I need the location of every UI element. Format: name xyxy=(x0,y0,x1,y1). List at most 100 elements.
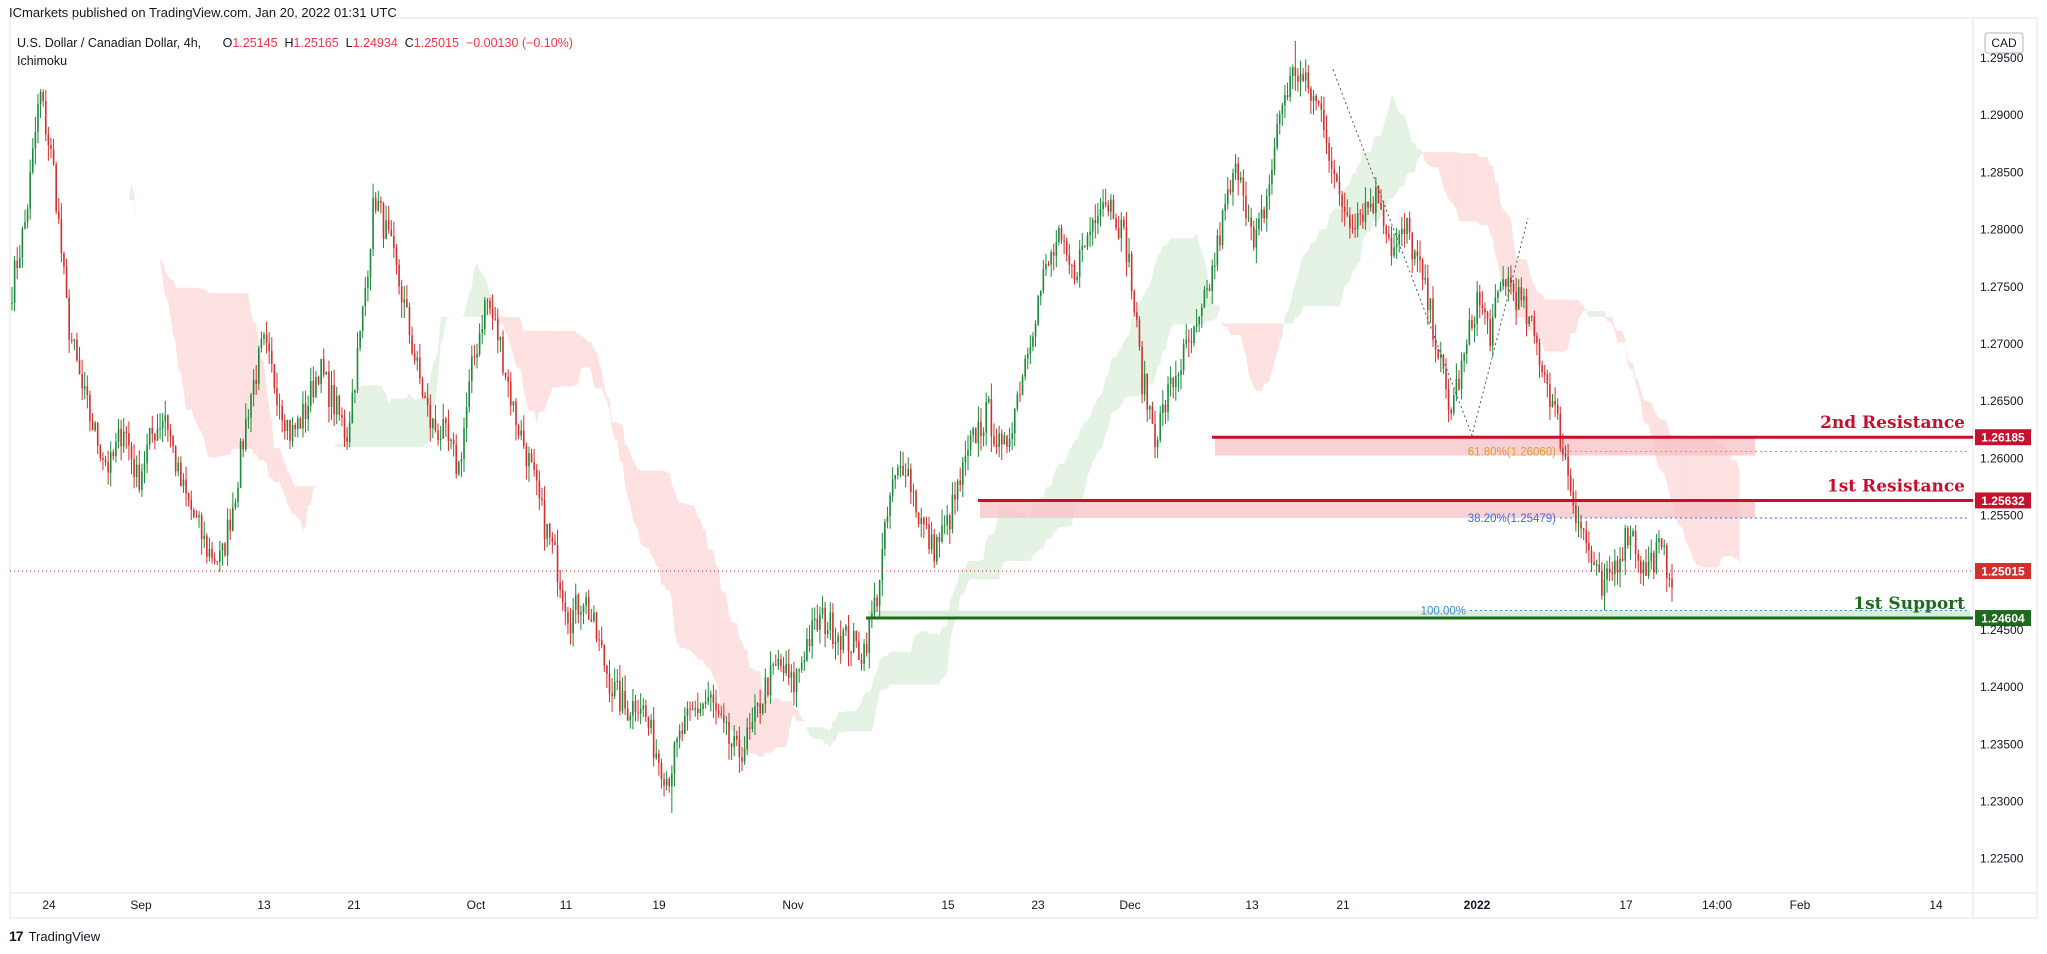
candle xyxy=(863,639,865,672)
candle-body xyxy=(923,517,925,524)
candle xyxy=(73,338,76,351)
cloud-segment xyxy=(1542,293,1545,352)
cloud-segment xyxy=(276,448,280,483)
cloud-segment xyxy=(970,561,974,580)
candle-body xyxy=(468,381,471,408)
cloud-segment xyxy=(1238,323,1241,336)
candle-body xyxy=(320,359,322,384)
cloud-segment xyxy=(799,712,802,721)
candle-body xyxy=(652,719,655,758)
candle-body xyxy=(889,495,891,516)
price-axis[interactable]: 1.295001.290001.285001.280001.275001.270… xyxy=(1975,51,2031,866)
cloud-segment xyxy=(801,719,805,721)
cloud-segment xyxy=(1123,337,1127,400)
candle-body xyxy=(1052,252,1055,256)
candle-body xyxy=(1019,394,1021,396)
candle-body xyxy=(343,417,346,438)
cloud-segment xyxy=(230,293,233,455)
cloud-segment xyxy=(679,503,683,648)
candle xyxy=(1120,212,1123,252)
level-price-tag-bg xyxy=(1975,429,2031,446)
candle-body xyxy=(1278,114,1281,124)
candle xyxy=(1224,193,1226,221)
cloud-segment xyxy=(1474,153,1478,222)
candle-body xyxy=(50,144,52,150)
candle-body xyxy=(1551,400,1554,407)
indicator-label[interactable]: Ichimoku xyxy=(17,54,68,68)
price-tick-label: 1.26500 xyxy=(1980,394,2024,408)
candle xyxy=(102,452,104,471)
cloud-segment xyxy=(313,486,316,488)
candle-body xyxy=(307,406,309,420)
cloud-segment xyxy=(557,330,561,388)
cloud-segment xyxy=(1232,323,1236,336)
candle xyxy=(468,369,471,413)
candle xyxy=(1063,234,1065,255)
candle-body xyxy=(37,103,39,132)
currency-badge[interactable]: CAD xyxy=(1984,32,2024,54)
candle-body xyxy=(543,500,546,539)
candle-body xyxy=(772,664,774,666)
cloud-segment xyxy=(1084,420,1088,490)
candle-body xyxy=(159,428,161,430)
candle-body xyxy=(164,415,167,422)
cloud-segment xyxy=(892,651,896,685)
candle-body xyxy=(419,357,421,379)
candle xyxy=(650,714,652,734)
cloud-segment xyxy=(310,486,314,506)
candle-body xyxy=(1362,214,1364,222)
cloud-segment xyxy=(741,641,745,751)
candle xyxy=(871,600,873,629)
symbol-title[interactable]: U.S. Dollar / Canadian Dollar, 4h, xyxy=(17,36,202,50)
cloud-segment xyxy=(1206,269,1210,321)
cloud-segment xyxy=(765,696,768,753)
candle xyxy=(1182,338,1185,376)
candle xyxy=(855,630,858,648)
candle-body xyxy=(655,753,658,758)
candle xyxy=(1556,398,1559,420)
cloud-segment xyxy=(1204,258,1207,325)
candle-body xyxy=(1593,562,1595,565)
cloud-segment xyxy=(1456,151,1459,222)
cloud-segment xyxy=(1492,165,1496,258)
candle-body xyxy=(1167,384,1169,413)
candle-body xyxy=(1562,448,1564,454)
candle xyxy=(31,138,34,175)
candle xyxy=(182,473,185,493)
candle-body xyxy=(387,220,390,230)
fib-swing-path xyxy=(1332,69,1529,438)
candle-body xyxy=(1645,562,1647,576)
candle xyxy=(1395,228,1398,259)
candle-body xyxy=(878,580,881,607)
candle xyxy=(847,615,850,667)
cloud-segment xyxy=(1490,165,1493,238)
candle xyxy=(413,343,416,365)
candle-body xyxy=(211,548,213,559)
cloud-segment xyxy=(1627,357,1631,370)
candle-body xyxy=(1411,232,1414,260)
candle xyxy=(1052,243,1055,271)
candle-body xyxy=(691,709,694,711)
candle xyxy=(1156,436,1159,459)
candle xyxy=(1645,549,1647,577)
candle-body xyxy=(847,626,850,652)
tradingview-brand[interactable]: TradingView xyxy=(28,928,101,944)
candle-body xyxy=(681,730,684,734)
candle xyxy=(239,438,242,489)
candle xyxy=(520,420,522,440)
cloud-segment xyxy=(1225,323,1228,327)
cloud-segment xyxy=(500,316,503,324)
cloud-segment xyxy=(913,634,917,685)
tradingview-logo-icon[interactable]: 17 xyxy=(9,928,24,944)
time-axis[interactable]: 24 Sep 13 21 Oct 11 19 Nov 15 23 Dec 13 21 2022 17 14:0… xyxy=(42,898,1943,912)
candle xyxy=(671,765,673,813)
candle xyxy=(138,450,141,493)
cloud-segment xyxy=(240,293,244,449)
candle xyxy=(1211,259,1213,304)
cloud-segment xyxy=(393,398,397,447)
candle-body xyxy=(102,457,104,460)
time-tick-label: 14:00 xyxy=(1702,898,1732,912)
candle xyxy=(626,700,629,722)
candle xyxy=(296,415,299,438)
